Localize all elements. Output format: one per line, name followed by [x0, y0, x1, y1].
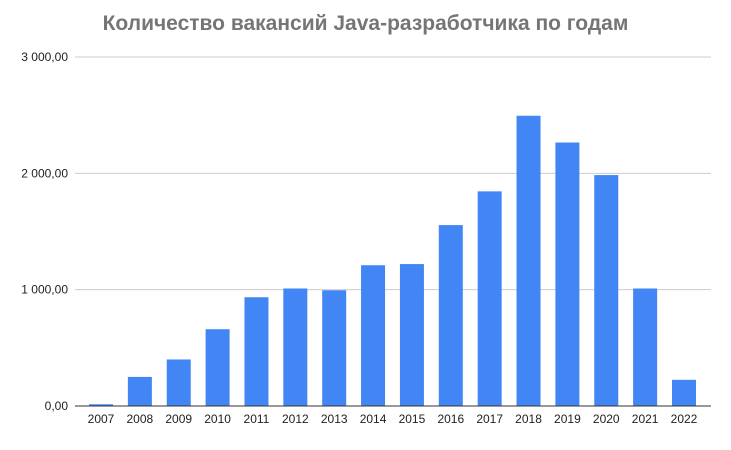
bar-2017 — [477, 191, 502, 406]
x-tick-label: 2020 — [593, 412, 620, 426]
x-tick-label: 2012 — [282, 412, 309, 426]
bar-2009 — [166, 359, 191, 406]
x-tick-label: 2009 — [165, 412, 192, 426]
chart-title: Количество вакансий Java-разработчика по… — [102, 12, 629, 35]
bar-2007 — [89, 404, 113, 406]
x-tick-label: 2014 — [360, 412, 387, 426]
bar-2016 — [438, 225, 463, 406]
x-tick-label: 2013 — [321, 412, 348, 426]
x-tick-label: 2015 — [399, 412, 426, 426]
x-tick-label: 2008 — [127, 412, 154, 426]
y-tick-label: 0,00 — [45, 399, 69, 413]
x-tick-label: 2021 — [632, 412, 659, 426]
bar-2022 — [672, 379, 696, 406]
bar-2021 — [633, 288, 658, 406]
bar-2014 — [361, 265, 386, 406]
bar-2010 — [205, 329, 230, 406]
bar-2019 — [555, 142, 580, 406]
x-tick-label: 2017 — [476, 412, 503, 426]
bar-2015 — [399, 264, 424, 406]
bars — [89, 115, 696, 406]
y-axis-ticks: 0,00 1 000,00 2 000,00 3 000,00 — [21, 50, 68, 413]
bar-2011 — [244, 297, 269, 406]
bar-2012 — [283, 288, 308, 406]
x-axis-ticks: 2007 2008 2009 2010 2011 2012 2013 2014 2015 2016… — [88, 412, 698, 426]
bar-2013 — [322, 290, 347, 406]
y-tick-label: 2 000,00 — [21, 166, 68, 180]
x-tick-label: 2007 — [88, 412, 115, 426]
y-tick-label: 3 000,00 — [21, 50, 68, 64]
bar-2020 — [594, 175, 619, 406]
x-tick-label: 2011 — [244, 412, 270, 426]
x-tick-label: 2019 — [554, 412, 581, 426]
x-tick-label: 2010 — [204, 412, 231, 426]
x-tick-label: 2022 — [671, 412, 698, 426]
bar-2008 — [127, 376, 152, 406]
x-tick-label: 2016 — [437, 412, 464, 426]
bar-2018 — [516, 115, 541, 406]
x-tick-label: 2018 — [515, 412, 542, 426]
y-tick-label: 1 000,00 — [21, 283, 68, 297]
